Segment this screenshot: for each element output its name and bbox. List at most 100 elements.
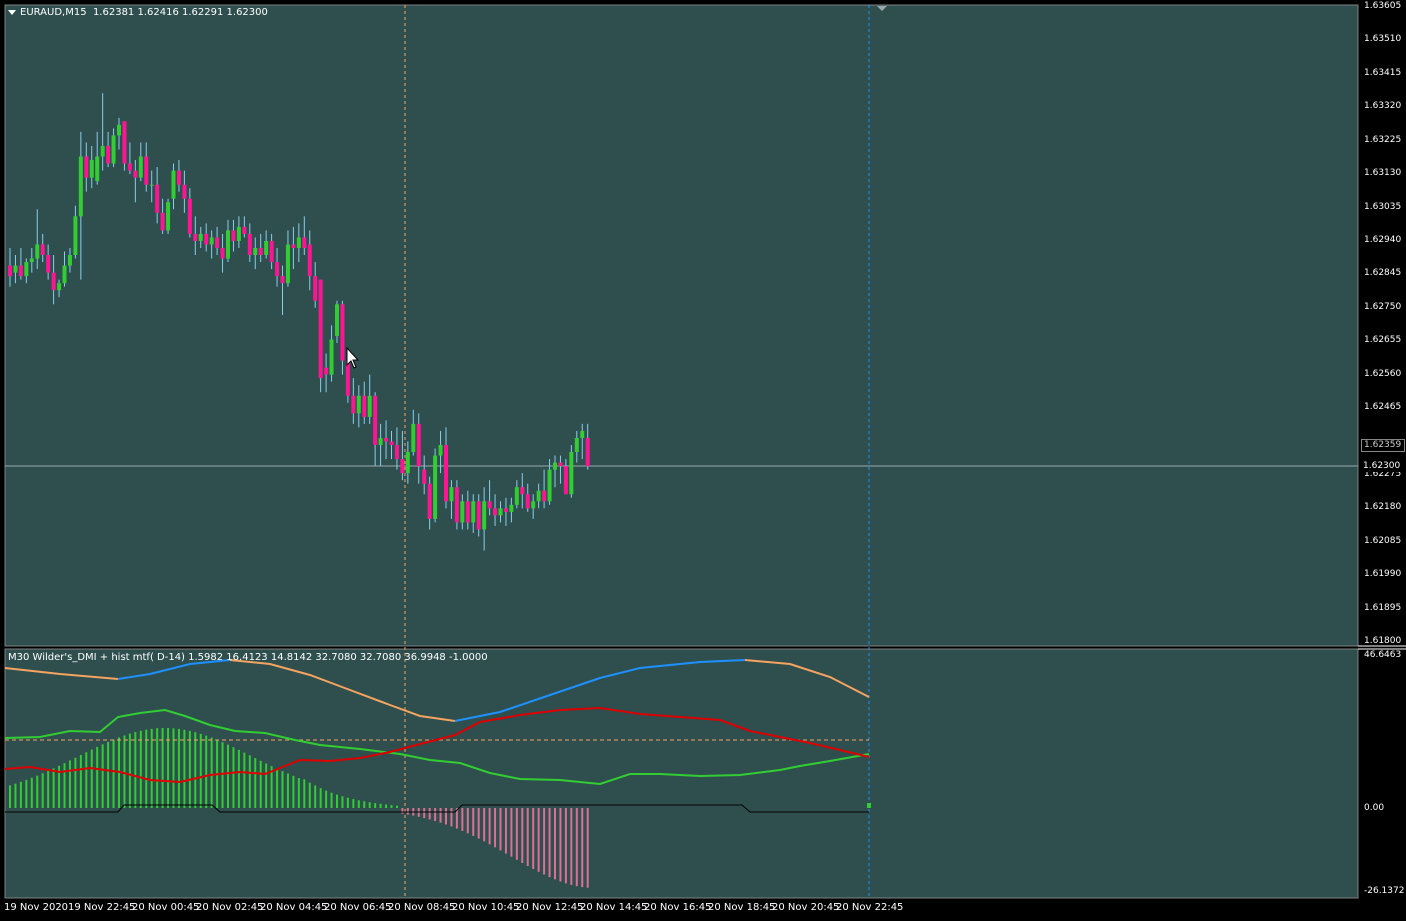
bear-candle [542, 490, 547, 502]
bear-candle [493, 508, 498, 516]
bull-candle [335, 304, 339, 336]
bear-candle [389, 441, 394, 445]
bull-candle [138, 156, 143, 178]
bear-candle [487, 501, 492, 509]
bull-candle [367, 395, 372, 417]
bear-candle [127, 163, 132, 171]
bear-candle [106, 145, 111, 164]
price-tick-label: 1.63510 [1364, 34, 1402, 45]
bear-candle [454, 487, 459, 523]
bear-candle [351, 395, 356, 414]
bear-candle [324, 367, 329, 375]
price-chart-area[interactable] [4, 4, 1359, 647]
bull-candle [574, 437, 579, 453]
bear-candle [291, 244, 296, 248]
bull-candle [356, 395, 361, 414]
bull-candle [509, 504, 514, 512]
time-tick-label: 20 Nov 16:45 [644, 902, 712, 913]
bear-candle [84, 156, 89, 178]
candlestick-series [8, 93, 590, 551]
indicator-axis-zero: 0.00 [1364, 803, 1385, 813]
bull-candle [95, 156, 100, 182]
price-tick-label: 1.63035 [1364, 201, 1402, 212]
bull-candle [57, 283, 62, 291]
bear-candle [144, 156, 149, 185]
price-tick-label: 1.62845 [1364, 268, 1402, 279]
bull-candle [67, 255, 72, 266]
bear-candle [384, 437, 389, 442]
bull-candle [378, 437, 383, 445]
current-price-label: 1.62300 [1361, 461, 1403, 472]
time-tick-label: 20 Nov 12:45 [516, 902, 584, 913]
chart-shift-marker[interactable] [877, 6, 887, 11]
bull-candle [29, 258, 34, 263]
bull-candle [285, 244, 290, 284]
bull-candle [580, 430, 585, 438]
symbol-name: EURAUD,M15 [20, 7, 87, 18]
dmi-blue-line [117, 659, 231, 680]
price-tick-label: 1.62180 [1364, 502, 1402, 513]
price-tick-label: 1.62655 [1364, 335, 1402, 346]
bear-candle [525, 494, 530, 509]
time-tick-label: 20 Nov 20:45 [772, 902, 840, 913]
bull-candle [209, 237, 214, 245]
dmi-orange-line-2 [229, 659, 456, 722]
bear-candle [220, 247, 225, 259]
time-tick-label: 20 Nov 10:45 [452, 902, 520, 913]
bear-candle [269, 240, 274, 263]
bear-candle [558, 462, 563, 467]
bear-candle [176, 170, 181, 185]
price-tick-label: 1.63605 [1364, 1, 1402, 11]
bull-candle [536, 490, 541, 502]
bear-candle [182, 184, 187, 199]
bull-candle [166, 202, 171, 231]
bull-candle [264, 240, 269, 256]
bear-candle [204, 233, 209, 245]
price-axis-area [1359, 5, 1404, 646]
bull-candle [236, 226, 241, 241]
price-tick-label: 1.63225 [1364, 134, 1402, 145]
bull-candle [149, 184, 154, 186]
price-tick-label: 1.63320 [1364, 101, 1402, 112]
bear-candle [258, 247, 263, 256]
bull-candle [514, 487, 519, 505]
bear-candle [302, 237, 307, 248]
bull-candle [553, 462, 557, 470]
indicator-chart-area[interactable] [4, 648, 1359, 899]
bid-price-label: 1.62359 [1361, 439, 1405, 452]
bear-candle [427, 483, 432, 519]
bear-candle [585, 437, 590, 467]
bear-candle [394, 444, 399, 460]
bull-candle [78, 156, 83, 217]
bull-candle [405, 452, 410, 474]
bull-candle [438, 444, 443, 456]
price-tick-label: 1.63415 [1364, 67, 1402, 78]
bear-candle [160, 212, 165, 231]
bear-candle [51, 272, 56, 291]
bear-candle [231, 230, 236, 241]
bull-candle [329, 339, 334, 375]
bull-candle [482, 501, 487, 530]
bear-candle [215, 237, 220, 248]
time-tick-label: 20 Nov 04:45 [260, 902, 328, 913]
bear-candle [122, 121, 127, 164]
bull-candle [73, 216, 78, 256]
mouse-cursor-icon [346, 346, 360, 369]
bull-candle [253, 247, 258, 256]
time-tick-label: 20 Nov 18:45 [708, 902, 776, 913]
bear-candle [133, 170, 138, 178]
price-tick-label: 1.62750 [1364, 301, 1402, 312]
bear-candle [318, 279, 323, 379]
bull-candle [62, 265, 67, 284]
bull-candle [296, 237, 301, 248]
bull-candle [460, 501, 465, 523]
time-tick-label: 20 Nov 02:45 [196, 902, 264, 913]
bear-candle [444, 444, 448, 502]
bear-candle [275, 262, 280, 277]
indicator-axis-bottom: -26.1372 [1364, 886, 1405, 896]
bull-candle [35, 244, 40, 259]
header-dropdown-icon[interactable] [8, 9, 16, 15]
price-tick-label: 1.62465 [1364, 402, 1402, 413]
dmi-blue-line-2 [454, 659, 746, 722]
